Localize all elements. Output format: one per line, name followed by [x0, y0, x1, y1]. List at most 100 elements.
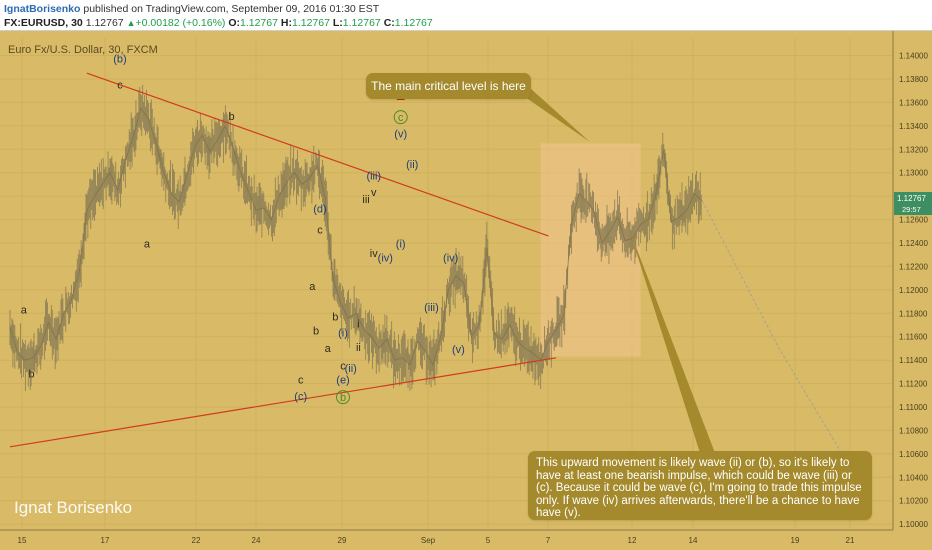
projection-line — [701, 200, 857, 478]
high-value: 1.12767 — [291, 17, 330, 29]
y-tick-label: 1.12600 — [899, 216, 928, 225]
high-label: H: — [280, 17, 292, 29]
price-line — [9, 107, 703, 367]
last-price: 1.12767 — [85, 17, 124, 29]
watermark: Ignat Borisenko — [14, 498, 133, 517]
wave-label: (v) — [394, 129, 407, 141]
wave-label: (iii) — [424, 302, 439, 314]
critical-level-callout: The main critical level is here — [366, 73, 531, 99]
price-series-group — [9, 84, 703, 392]
close-value: 1.12767 — [394, 17, 433, 29]
up-triangle-icon: ▲ — [126, 18, 136, 28]
y-tick-label: 1.13600 — [899, 98, 928, 107]
description-callout-pointer — [628, 226, 715, 453]
y-tick-label: 1.11800 — [899, 309, 928, 318]
open-value: 1.12767 — [240, 17, 278, 29]
wave-label: (d) — [313, 204, 326, 216]
x-tick-label: 29 — [338, 536, 347, 545]
x-tick-label: 24 — [252, 536, 261, 545]
y-tick-label: 1.13400 — [899, 122, 928, 131]
wave-label: c — [317, 225, 323, 237]
countdown-label: 29:57 — [902, 205, 921, 214]
close-label: C: — [383, 17, 395, 29]
symbol-label: FX:EURUSD, 30 — [4, 17, 83, 29]
y-tick-label: 1.11400 — [899, 356, 928, 365]
wave-label: c — [340, 361, 346, 373]
wave-label: a — [21, 304, 28, 316]
y-tick-label: 1.10200 — [899, 497, 928, 506]
y-tick-label: 1.11600 — [899, 333, 928, 342]
wave-label: v — [371, 187, 377, 199]
y-tick-label: 1.10800 — [899, 426, 928, 435]
x-tick-label: 19 — [791, 536, 800, 545]
description-callout: This upward movement is likely wave (ii)… — [528, 451, 872, 520]
wave-circle — [336, 390, 351, 405]
wave-label: b — [340, 392, 346, 404]
x-tick-label: Sep — [421, 536, 436, 545]
wave-label: b — [228, 111, 234, 123]
wave-label: iv — [370, 248, 378, 260]
price-change: +0.00182 (+0.16%) — [135, 17, 226, 29]
y-tick-label: 1.10600 — [899, 450, 928, 459]
wave-label: a — [144, 239, 151, 251]
wave-label: (i) — [396, 239, 406, 251]
wave-label: (v) — [452, 344, 465, 356]
x-tick-label: 12 — [628, 536, 637, 545]
wave-label: b — [332, 311, 338, 323]
author-link[interactable]: IgnatBorisenko — [4, 3, 81, 15]
y-tick-label: 1.10000 — [899, 520, 928, 529]
wave-label: b — [313, 325, 319, 337]
open-label: O: — [228, 17, 240, 29]
chart-title: Euro Fx/U.S. Dollar, 30, FXCM — [8, 44, 158, 56]
wave-label: (iv) — [443, 253, 458, 265]
y-tick-label: 1.12200 — [899, 262, 928, 271]
wave-label: a — [325, 343, 332, 355]
y-tick-label: 1.10400 — [899, 473, 928, 482]
wave-label: c — [298, 375, 304, 387]
trendline — [86, 72, 549, 237]
wave-label: ii — [356, 342, 361, 354]
y-tick-label: 1.14000 — [899, 52, 928, 61]
x-tick-label: 15 — [18, 536, 27, 545]
wave-circle — [393, 110, 408, 125]
y-tick-label: 1.13200 — [899, 145, 928, 154]
wave-label: (iii) — [366, 171, 381, 183]
publish-info: IgnatBorisenko published on TradingView.… — [4, 3, 379, 15]
wave-label: c — [117, 79, 123, 91]
low-label: L: — [332, 17, 343, 29]
time-axis[interactable]: 15 17 22 24 29 Sep 5 7 12 14 19 21 — [0, 529, 893, 545]
x-tick-label: 22 — [192, 536, 201, 545]
wave-label: (b) — [113, 54, 126, 66]
ohlc-line: FX:EURUSD, 30 1.12767 ▲+0.00182 (+0.16%)… — [4, 17, 433, 29]
trendline-group — [9, 72, 715, 453]
x-tick-label: 17 — [101, 536, 110, 545]
x-tick-label: 14 — [689, 536, 698, 545]
last-price-label: 1.12767 — [897, 194, 926, 203]
wave-label: c — [398, 112, 404, 124]
wave-label: (c) — [294, 391, 307, 403]
wave-label: i — [357, 318, 359, 330]
x-tick-label: 21 — [846, 536, 855, 545]
published-text: published on TradingView.com, September … — [83, 3, 380, 15]
y-tick-label: 1.13000 — [899, 169, 928, 178]
countdown-badge — [894, 204, 932, 216]
y-tick-label: 1.13800 — [899, 75, 928, 84]
y-tick-label: 1.12000 — [899, 286, 928, 295]
y-tick-label: 1.11000 — [899, 403, 928, 412]
publish-header: IgnatBorisenko published on TradingView.… — [0, 0, 932, 31]
wave-label: (i) — [338, 328, 348, 340]
wave-label: (ii) — [406, 159, 418, 171]
projection-group — [701, 200, 857, 478]
price-axis[interactable]: 1.14000 1.13800 1.13600 1.13400 1.13200 1.130… — [892, 31, 932, 550]
wave-label: b — [28, 369, 34, 381]
wave-label: (iv) — [378, 253, 393, 265]
trendline — [9, 357, 557, 448]
wave-label: iii — [362, 194, 369, 206]
wave-label: (ii) — [345, 363, 357, 375]
low-value: 1.12767 — [342, 17, 381, 29]
wave-label: (e) — [336, 375, 349, 387]
y-tick-label: 1.12400 — [899, 239, 928, 248]
x-tick-label: 7 — [546, 536, 551, 545]
price-axis-bg — [893, 31, 932, 550]
critical-callout-pointer — [512, 88, 590, 142]
